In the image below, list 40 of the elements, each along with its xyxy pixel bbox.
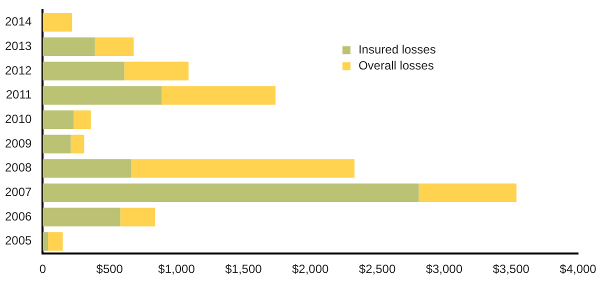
y-tick-label: 2006 xyxy=(4,209,32,224)
y-tick-label: 2011 xyxy=(6,88,32,102)
x-tick-label: $4,000 xyxy=(560,262,597,276)
x-tick-label: $1,500 xyxy=(225,262,262,276)
y-tick-label: 2013 xyxy=(4,39,32,54)
bar xyxy=(124,62,189,80)
x-tick-label: $3,000 xyxy=(426,262,463,276)
bar xyxy=(42,110,74,130)
x-tick-label: $500 xyxy=(96,262,124,276)
x-tick-label: $2,500 xyxy=(358,262,396,276)
y-tick-label: 2008 xyxy=(4,160,32,175)
bar xyxy=(120,208,156,226)
y-tick-label: 2014 xyxy=(4,14,32,29)
x-tick-label: $2,000 xyxy=(292,262,330,276)
y-tick-label: 2010 xyxy=(4,112,32,126)
bar xyxy=(42,134,71,154)
bar xyxy=(42,232,48,251)
legend-label: Insured losses xyxy=(358,42,436,57)
bar xyxy=(42,159,132,178)
y-tick-label: 2012 xyxy=(4,63,32,78)
bar xyxy=(418,183,516,202)
x-tick-label: $1,000 xyxy=(158,262,196,276)
bar xyxy=(42,13,72,32)
x-tick-label: $3,500 xyxy=(492,262,530,276)
y-tick-label: 2007 xyxy=(4,185,32,200)
bar xyxy=(70,134,84,154)
bar xyxy=(42,208,120,226)
bar xyxy=(94,37,134,56)
x-tick-label: 0 xyxy=(39,262,46,276)
legend-label: Overall losses xyxy=(358,58,434,73)
bar xyxy=(73,110,91,130)
y-tick-label: 2005 xyxy=(4,234,32,248)
bar xyxy=(131,159,355,178)
bar xyxy=(162,86,276,105)
bar xyxy=(42,37,95,56)
y-tick-label: 2009 xyxy=(4,136,32,150)
bar xyxy=(42,86,162,105)
bar xyxy=(42,62,124,80)
bar xyxy=(48,232,63,251)
bar xyxy=(42,183,419,202)
